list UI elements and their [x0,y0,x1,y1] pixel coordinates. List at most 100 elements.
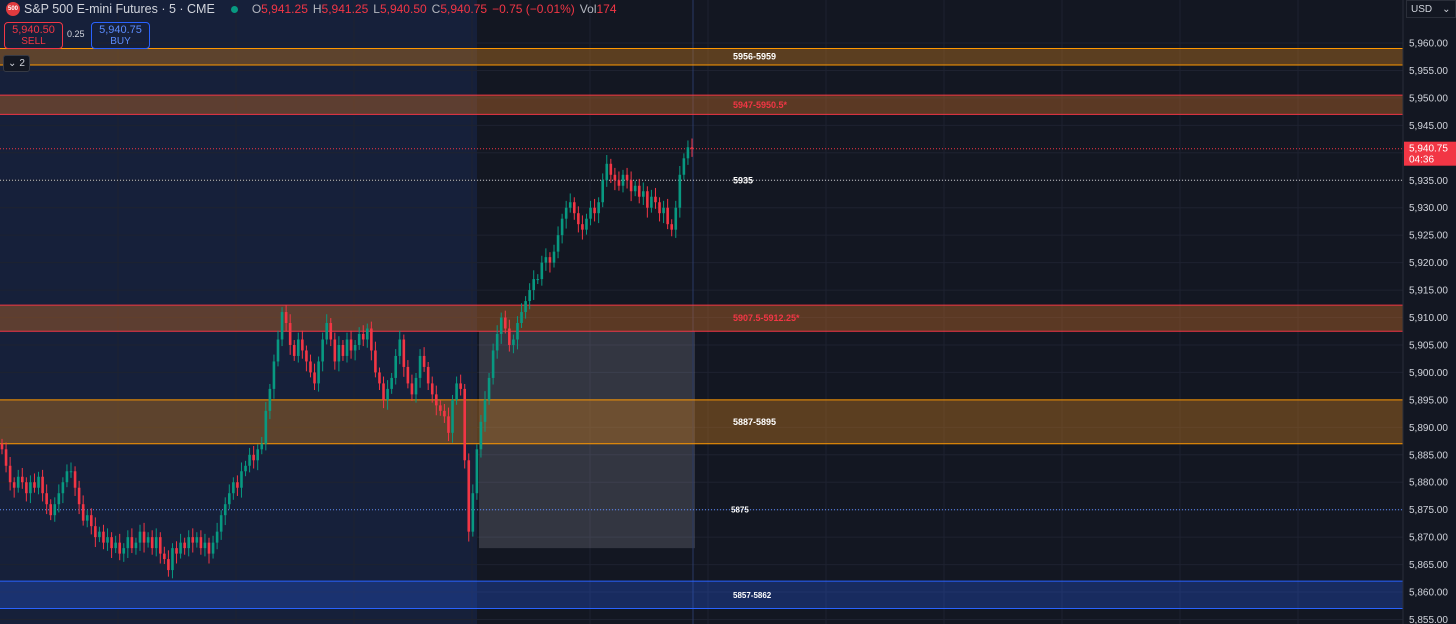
candle [276,330,280,367]
candle-body [183,542,186,549]
candle-body [102,531,105,543]
candle-body [94,526,97,538]
symbol-header: 500 S&P 500 E-mini Futures · 5 · CME O5,… [0,0,622,18]
currency-selector[interactable]: USD ⌄ [1406,0,1456,18]
candle [629,171,633,202]
indicators-collapse-button[interactable]: ⌄ 2 [3,55,30,72]
candle-body [325,323,329,340]
candle-body [45,493,48,505]
candle [560,213,564,244]
candle [313,363,316,390]
candle-body [33,482,36,488]
candle-body [585,218,588,230]
candle [495,325,499,359]
currency-label: USD [1411,3,1433,15]
candle [463,383,467,469]
candle [89,508,93,535]
candle [601,173,605,208]
candle [414,372,418,403]
candle [447,407,450,442]
candle-body [187,537,191,549]
candle-body [12,482,16,488]
candle-body [227,493,231,505]
candle-body [61,482,65,494]
candle [240,462,243,498]
candle [163,546,166,565]
indicator-count: 2 [19,58,25,69]
candle [219,510,223,540]
ohlc-low: L5,940.50 [373,2,427,16]
candle [658,197,661,222]
candle [390,372,393,394]
candle [475,444,479,500]
candle-body [475,449,479,494]
sell-button[interactable]: 5,940.50 SELL [4,22,63,49]
price-tick-label: 5,905.00 [1409,340,1448,351]
candle-body [179,542,182,554]
candle [382,376,385,409]
price-tick-label: 5,920.00 [1409,258,1448,269]
candle [118,533,122,561]
candle [114,535,117,554]
candle [134,537,138,555]
candle [25,477,28,502]
candle-body [471,493,475,532]
price-tick-label: 5,955.00 [1409,66,1448,77]
candle [264,402,268,451]
candle-body [8,465,12,483]
candle-body [662,207,665,214]
candle [410,374,414,401]
candle-body [434,394,438,406]
candle-body [597,202,600,214]
candle [195,532,199,548]
candle [524,296,527,319]
candle [16,469,20,493]
candle [325,314,329,345]
candle [65,464,69,488]
candle-body [601,180,605,203]
zone-3: 5907.5-5912.25* [0,304,1403,332]
candle-body [41,476,44,494]
candle-body [296,339,300,356]
candle-body [682,158,686,175]
candle [572,197,576,220]
candle-body [321,339,324,362]
candle [272,354,276,399]
candle-body [163,553,166,560]
candle-body [81,504,85,521]
candle-body [621,174,625,186]
zone-fill [0,399,1403,444]
candle [597,197,600,224]
symbol-title[interactable]: S&P 500 E-mini Futures · 5 · CME [24,2,215,16]
candle-body [252,454,255,461]
candle [654,187,657,209]
candle [49,499,53,521]
zone-1: 5956-5959 [0,47,1403,66]
candle [81,495,85,526]
candle [8,456,12,491]
candle [191,528,195,553]
candle [232,477,235,500]
candle-body [118,542,122,554]
candle [666,198,669,230]
candle [296,332,300,363]
current-price-label: 5,940.75 [1409,144,1448,155]
candle-body [69,471,73,473]
candle [556,226,560,259]
candle-body [98,531,101,538]
candle-body [414,377,418,395]
candle-body [637,185,641,197]
candle-body [378,372,381,384]
candle-body [126,537,130,549]
candle [175,541,178,564]
candle [142,522,146,553]
candle-body [292,344,296,356]
buy-button[interactable]: 5,940.75 BUY [91,22,150,49]
candle-body [57,493,61,505]
candle-body [487,377,491,400]
candle [146,532,150,548]
candles [0,138,694,579]
